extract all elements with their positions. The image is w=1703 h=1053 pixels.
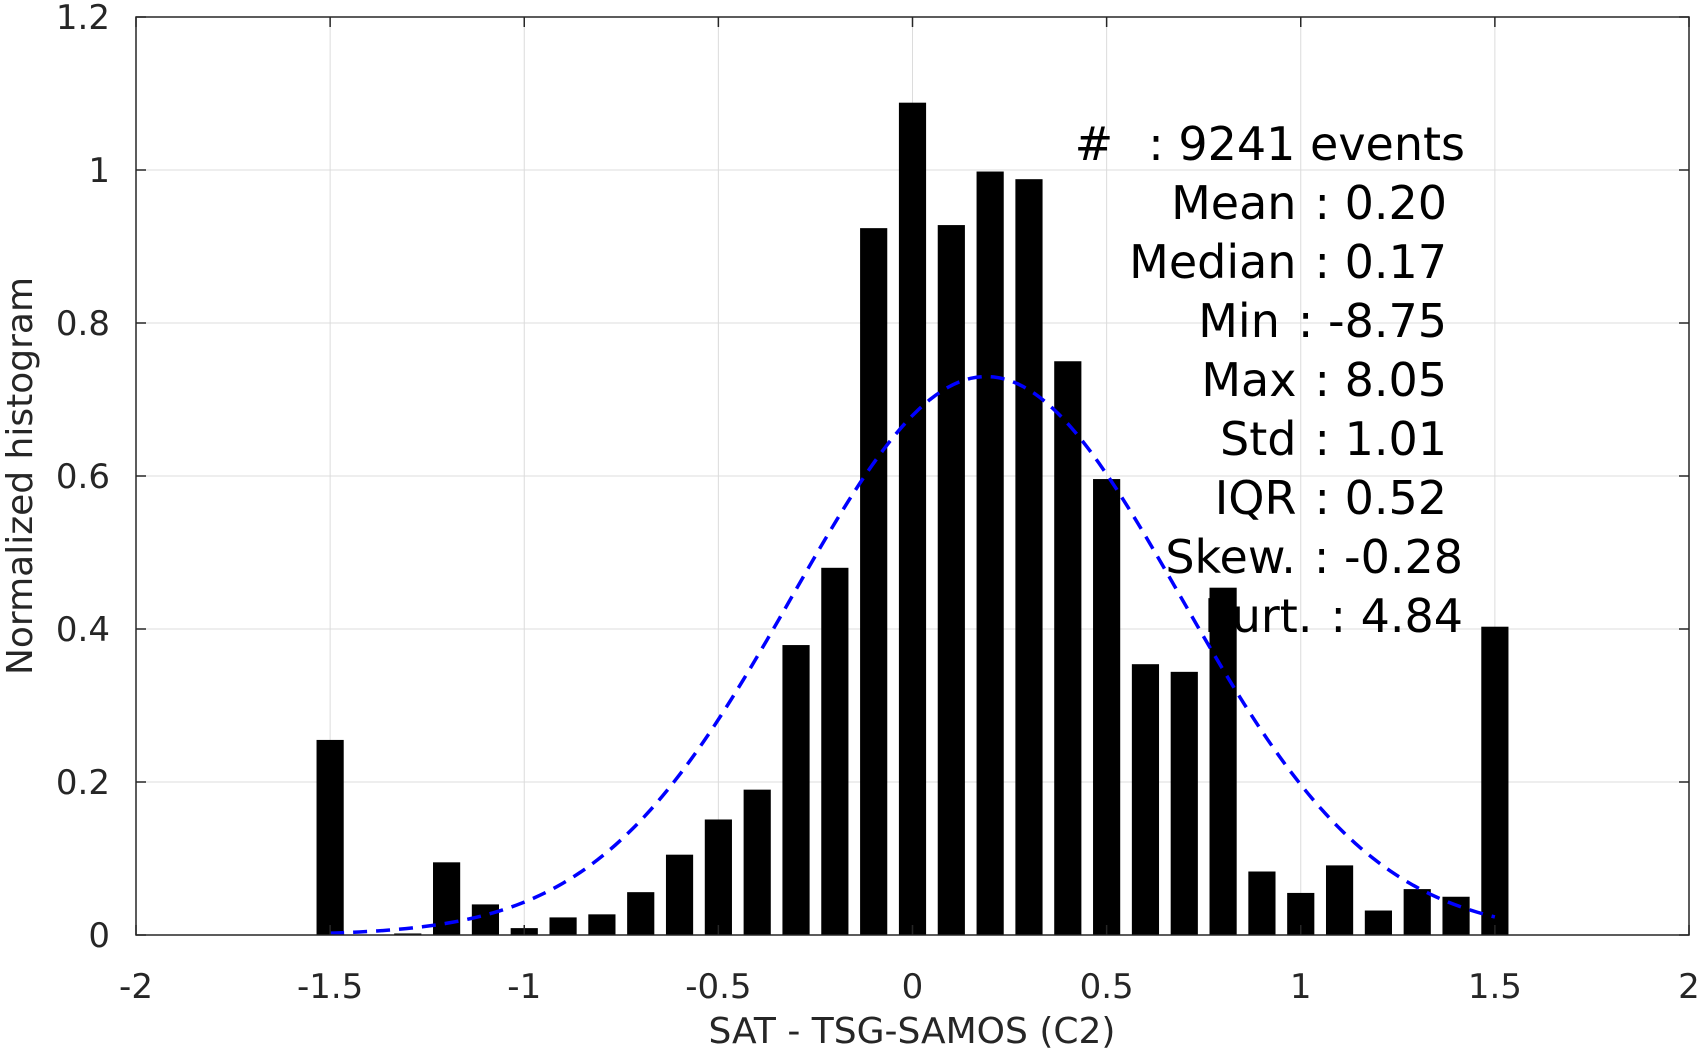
histogram-bar [1403,889,1431,935]
stat-value: : 9241 events [1148,117,1465,171]
stat-label: Kurt. [1204,589,1313,643]
histogram-bar [743,789,771,935]
x-tick-label: 2 [1678,967,1700,1007]
histogram-bar [316,739,344,935]
histogram-bar [782,645,810,935]
histogram-bar [1170,671,1198,935]
x-tick-labels: -2 -1.5 -1 -0.5 0 0.5 1 1.5 2 [119,967,1700,1007]
x-tick-label: 1.5 [1468,967,1522,1007]
histogram-bar [549,917,577,935]
stat-value: : -0.28 [1314,530,1463,584]
stat-value: : 4.84 [1330,589,1463,643]
ticks [135,16,1690,936]
y-axis-label: Normalized histogram [0,277,41,675]
histogram-bar [1325,865,1354,935]
stat-value: : 0.20 [1314,176,1447,230]
x-tick-label: -0.5 [685,967,751,1007]
stat-label: Mean [1171,176,1296,230]
x-axis-label: SAT - TSG-SAMOS (C2) [709,1011,1116,1052]
y-tick-label: 0 [88,916,110,956]
stat-label: Median [1129,235,1296,289]
x-tick-label: 0.5 [1080,967,1134,1007]
x-tick-label: -2 [119,967,153,1007]
stat-label: # [1075,117,1114,171]
stat-label: Max [1201,353,1296,407]
histogram-bar [627,892,655,935]
histogram-bar [860,228,888,935]
histogram-bar [1054,361,1082,935]
y-tick-label: 0.8 [56,304,110,344]
histogram-bar [1209,587,1237,935]
histogram-bar [821,567,849,935]
stat-label: Skew. [1165,530,1296,584]
y-tick-label: 0.6 [56,457,110,497]
x-tick-label: 1 [1290,967,1312,1007]
stat-label: Std [1220,412,1296,466]
histogram-bar [1442,896,1470,935]
histogram-bar [588,914,616,935]
histogram-bar [665,854,694,935]
y-tick-label: 0.4 [56,610,110,650]
histogram-bar [471,904,500,935]
stat-value: : -8.75 [1298,294,1447,348]
stat-value: : 0.17 [1314,235,1447,289]
histogram-bar [1093,479,1121,935]
x-tick-label: -1.5 [297,967,363,1007]
histogram-bar [704,819,732,935]
y-tick-label: 0.2 [56,763,110,803]
histogram-bar [1481,626,1509,935]
histogram-bar [1015,179,1043,935]
bars [316,102,1509,936]
y-tick-label: 1 [88,151,110,191]
stat-label: Min [1198,294,1280,348]
stat-value: : 0.52 [1314,471,1447,525]
stat-label: IQR [1215,471,1297,525]
histogram-bar [1364,910,1392,935]
y-tick-label: 1.2 [56,0,110,38]
x-tick-label: -1 [507,967,541,1007]
stat-value: : 1.01 [1314,412,1447,466]
histogram-bar [1131,664,1160,935]
x-tick-label: 0 [902,967,924,1007]
histogram-bar [898,102,927,936]
histogram-bar [976,171,1004,935]
stat-value: : 8.05 [1314,353,1447,407]
y-tick-labels: 0 0.2 0.4 0.6 0.8 1 1.2 [56,0,110,956]
histogram-bar [1248,871,1276,935]
histogram-bar [937,225,965,935]
gaussian-fit-curve [330,374,1496,935]
histogram-bar [394,933,422,935]
